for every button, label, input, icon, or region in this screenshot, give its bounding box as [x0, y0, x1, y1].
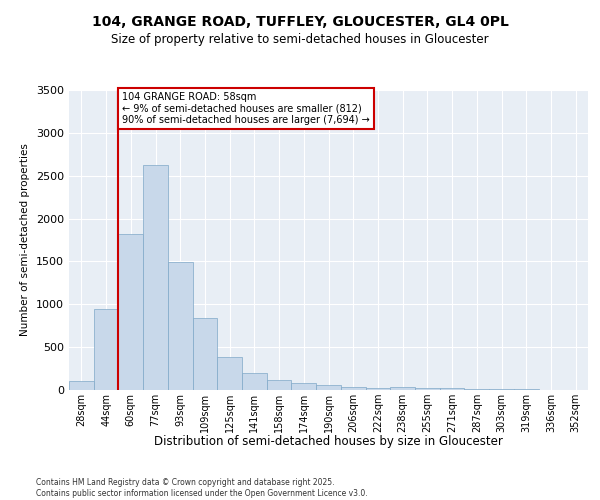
Bar [464, 388, 489, 390]
Bar [415, 388, 440, 390]
Bar [316, 386, 341, 390]
Bar [440, 388, 464, 390]
Text: 104 GRANGE ROAD: 58sqm
← 9% of semi-detached houses are smaller (812)
90% of sem: 104 GRANGE ROAD: 58sqm ← 9% of semi-deta… [122, 92, 370, 125]
Text: Contains HM Land Registry data © Crown copyright and database right 2025.
Contai: Contains HM Land Registry data © Crown c… [36, 478, 368, 498]
Text: Size of property relative to semi-detached houses in Gloucester: Size of property relative to semi-detach… [111, 32, 489, 46]
Bar [489, 389, 514, 390]
Text: 104, GRANGE ROAD, TUFFLEY, GLOUCESTER, GL4 0PL: 104, GRANGE ROAD, TUFFLEY, GLOUCESTER, G… [92, 15, 508, 29]
Bar [267, 380, 292, 390]
X-axis label: Distribution of semi-detached houses by size in Gloucester: Distribution of semi-detached houses by … [154, 435, 503, 448]
Bar [94, 308, 118, 390]
Bar [217, 358, 242, 390]
Bar [514, 389, 539, 390]
Y-axis label: Number of semi-detached properties: Number of semi-detached properties [20, 144, 31, 336]
Bar [143, 166, 168, 390]
Bar [193, 318, 217, 390]
Bar [341, 387, 365, 390]
Bar [168, 262, 193, 390]
Bar [390, 386, 415, 390]
Bar [365, 388, 390, 390]
Bar [69, 382, 94, 390]
Bar [242, 373, 267, 390]
Bar [292, 383, 316, 390]
Bar [118, 234, 143, 390]
